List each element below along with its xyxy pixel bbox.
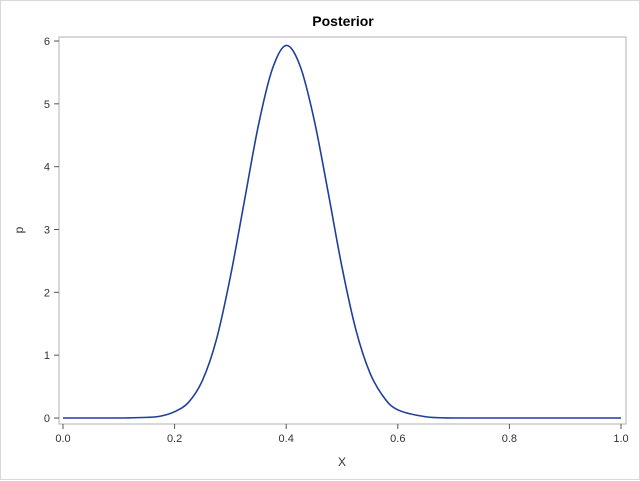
y-axis: 0 1 2 3 4 5 6 — [44, 36, 59, 425]
x-axis: 0.0 0.2 0.4 0.6 0.8 1.0 — [55, 424, 629, 445]
y-tick-label: 4 — [44, 162, 50, 174]
series-line — [62, 44, 621, 419]
y-tick-label: 1 — [44, 350, 50, 362]
x-axis-label: X — [338, 455, 346, 469]
plot-frame — [58, 36, 627, 425]
y-tick-label: 6 — [44, 36, 50, 48]
y-axis-label: p — [12, 226, 26, 233]
y-tick-label: 0 — [44, 413, 50, 425]
x-tick-label: 0.8 — [502, 433, 517, 445]
x-tick-label: 1.0 — [613, 433, 628, 445]
x-tick-label: 0.4 — [279, 433, 294, 445]
chart-title: Posterior — [312, 13, 374, 29]
x-tick-label: 0.6 — [390, 433, 405, 445]
y-tick-label: 3 — [44, 225, 50, 237]
x-tick-label: 0.0 — [55, 433, 70, 445]
y-tick-label: 5 — [44, 99, 50, 111]
series-layer — [62, 44, 621, 419]
x-tick-label: 0.2 — [167, 433, 182, 445]
y-tick-label: 2 — [44, 287, 50, 299]
